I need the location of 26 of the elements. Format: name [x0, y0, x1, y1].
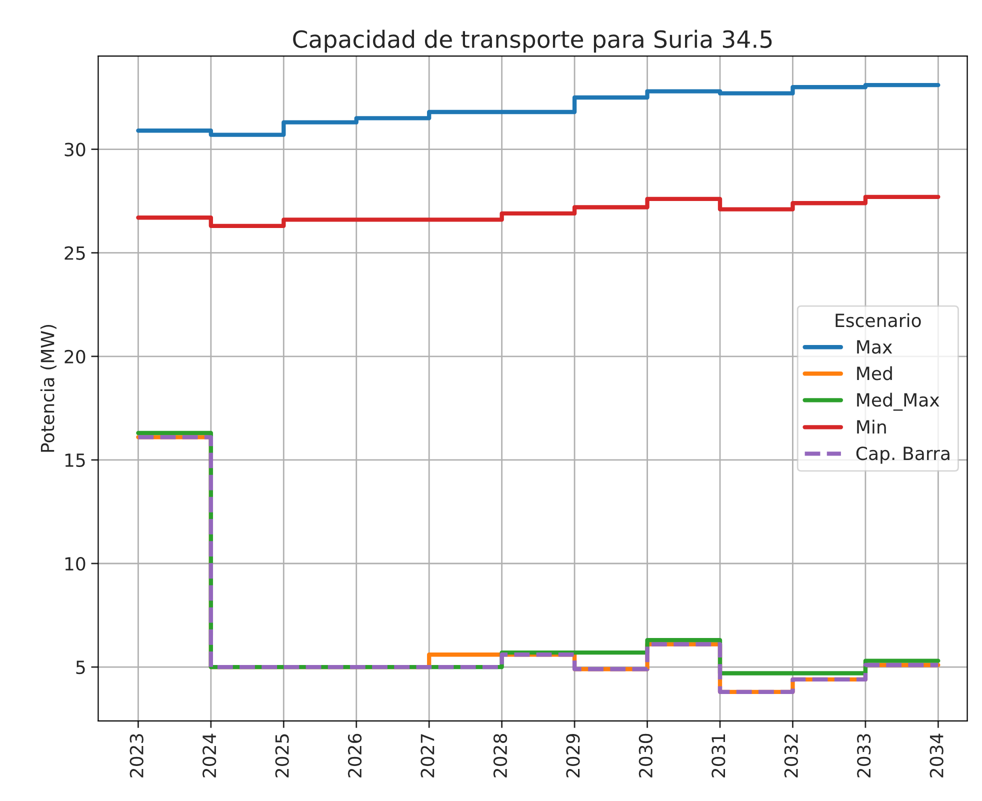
legend-label: Min: [857, 420, 886, 434]
x-tick-label: 2032: [784, 734, 798, 778]
x-tick-label: 2025: [275, 734, 289, 778]
x-tick-label: 2024: [202, 734, 216, 778]
x-tick-label: 2030: [638, 734, 653, 778]
x-tick-label: 2023: [130, 734, 144, 778]
y-axis-title: Potencia (MW): [40, 324, 56, 452]
legend-label: Max: [857, 340, 892, 354]
legend-label: Med_Max: [857, 392, 940, 411]
x-tick-label: 2027: [420, 734, 434, 778]
y-tick-label: 20: [64, 350, 86, 364]
y-tick-label: 30: [64, 142, 86, 156]
legend-label: Cap. Barra: [856, 446, 950, 464]
x-tick-label: 2034: [930, 734, 944, 778]
y-tick-label: 15: [65, 454, 85, 468]
legend-title: Escenario: [836, 313, 921, 328]
x-tick-label: 2031: [712, 734, 726, 778]
chart-title: Capacidad de transporte para Suria 34.5: [293, 30, 772, 53]
y-tick-label: 5: [76, 660, 85, 674]
x-tick-label: 2033: [857, 734, 871, 778]
x-tick-label: 2028: [493, 734, 508, 778]
y-tick-label: 25: [64, 246, 85, 260]
x-tick-label: 2029: [566, 734, 580, 778]
y-tick-label: 10: [65, 556, 86, 571]
x-tick-label: 2026: [348, 734, 362, 778]
legend-label: Med: [857, 366, 892, 380]
